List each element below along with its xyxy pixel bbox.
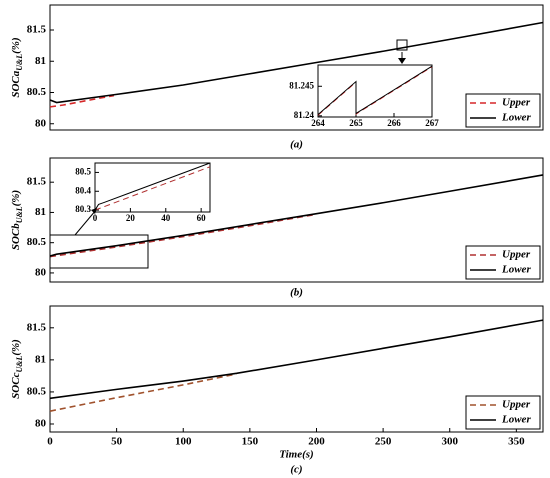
panel: 80 80.5 81 81.5 0 50 100 150 200 250 300 350 SOCcU&L… bbox=[10, 305, 544, 476]
y-tick-label: 81 bbox=[35, 206, 46, 218]
x-tick-label: 20 bbox=[126, 213, 136, 223]
legend-box bbox=[465, 395, 541, 430]
series-line bbox=[49, 94, 115, 108]
y-label-sub: U&L bbox=[15, 206, 24, 223]
y-tick-label: 81.5 bbox=[27, 24, 47, 36]
y-tick-label: 80.5 bbox=[27, 86, 47, 98]
x-tick-label: 265 bbox=[349, 118, 363, 128]
x-tick-label: 100 bbox=[175, 436, 192, 448]
series-line bbox=[317, 65, 433, 116]
y-tick-label: 80.3 bbox=[75, 204, 91, 214]
x-tick-label: 300 bbox=[441, 436, 458, 448]
y-label-sub: U&L bbox=[15, 356, 24, 373]
y-axis-label: SOCaU&L(%) bbox=[10, 37, 24, 97]
y-tick-label: 81.5 bbox=[27, 176, 47, 188]
legend-label: Upper bbox=[502, 399, 531, 411]
y-label-unit: (%) bbox=[10, 37, 22, 54]
x-tick-label: 350 bbox=[508, 436, 525, 448]
series-line bbox=[49, 21, 544, 104]
inset-frame bbox=[317, 64, 433, 118]
y-label-sub: U&L bbox=[15, 54, 24, 71]
zoom-marker bbox=[396, 39, 408, 51]
legend-box bbox=[465, 93, 541, 128]
inset-frame bbox=[94, 162, 211, 213]
x-tick-label: 50 bbox=[111, 436, 123, 448]
plot-frame bbox=[49, 305, 544, 433]
legend-label: Lower bbox=[501, 414, 531, 426]
y-label-unit: (%) bbox=[10, 190, 22, 207]
legend-label: Lower bbox=[501, 112, 531, 124]
y-label-main: SOCc bbox=[10, 372, 22, 398]
x-tick-label: 266 bbox=[387, 118, 401, 128]
y-tick-label: 80 bbox=[35, 418, 47, 430]
y-axis-label: SOCbU&L(%) bbox=[10, 190, 24, 250]
y-tick-label: 80.4 bbox=[75, 185, 91, 195]
y-tick-label: 81 bbox=[35, 55, 46, 67]
series-line bbox=[49, 319, 544, 400]
y-label-main: SOCa bbox=[10, 70, 22, 97]
x-tick-label: 250 bbox=[375, 436, 392, 448]
series-line bbox=[49, 174, 544, 257]
y-tick-label: 80 bbox=[35, 266, 47, 278]
y-tick-label: 80.5 bbox=[27, 236, 47, 248]
x-tick-label: 0 bbox=[47, 436, 53, 448]
plot-frame bbox=[49, 4, 544, 131]
x-axis-label: Time(s) bbox=[279, 449, 313, 461]
inset: 81.24 81.245 264 265 266 267 bbox=[289, 64, 439, 128]
y-tick-label: 80.5 bbox=[27, 385, 47, 397]
y-tick-label: 81.5 bbox=[27, 321, 47, 333]
caption: (c) bbox=[290, 464, 302, 476]
zoom-arrow bbox=[74, 209, 97, 236]
x-tick-label: 60 bbox=[197, 213, 207, 223]
arrow-head bbox=[398, 58, 406, 64]
inset: 80.3 80.4 80.5 0 20 40 60 bbox=[75, 162, 211, 223]
y-label-main: SOCb bbox=[10, 223, 22, 250]
x-tick-label: 150 bbox=[242, 436, 259, 448]
caption: (b) bbox=[290, 287, 303, 299]
y-axis-label: SOCcU&L(%) bbox=[10, 339, 24, 399]
series-line bbox=[49, 213, 317, 258]
legend-label: Upper bbox=[502, 249, 531, 261]
y-tick-label: 81.24 bbox=[294, 110, 315, 120]
y-tick-label: 81 bbox=[35, 353, 46, 365]
y-label-unit: (%) bbox=[10, 339, 22, 356]
series-line bbox=[94, 162, 211, 211]
legend-box bbox=[465, 245, 541, 280]
x-tick-label: 0 bbox=[93, 213, 98, 223]
y-tick-label: 80.5 bbox=[75, 166, 91, 176]
y-tick-label: 81.245 bbox=[289, 80, 314, 90]
series-line bbox=[94, 166, 211, 211]
x-tick-label: 264 bbox=[311, 118, 325, 128]
x-tick-label: 267 bbox=[425, 118, 439, 128]
x-tick-label: 40 bbox=[161, 213, 171, 223]
x-tick-label: 200 bbox=[308, 436, 325, 448]
arrow-head bbox=[91, 208, 97, 214]
legend-label: Upper bbox=[502, 97, 531, 109]
y-tick-label: 80 bbox=[35, 117, 47, 129]
zoom-marker bbox=[49, 234, 149, 269]
caption: (a) bbox=[290, 139, 303, 151]
series-line bbox=[49, 373, 237, 412]
legend-label: Lower bbox=[501, 264, 531, 276]
